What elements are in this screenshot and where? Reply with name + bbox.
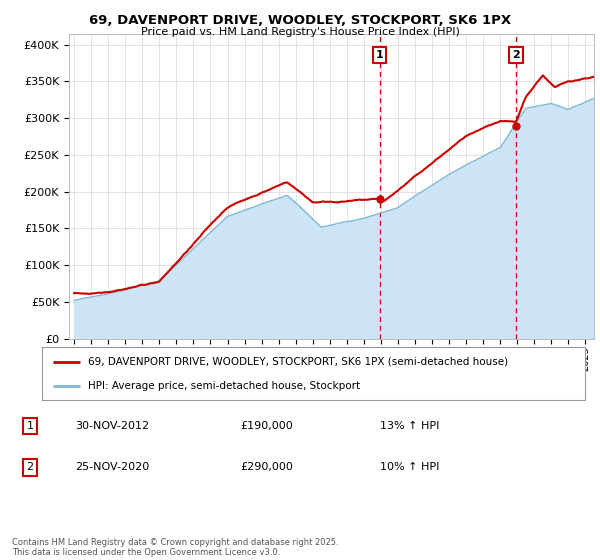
Text: 13% ↑ HPI: 13% ↑ HPI xyxy=(380,421,439,431)
Text: 69, DAVENPORT DRIVE, WOODLEY, STOCKPORT, SK6 1PX: 69, DAVENPORT DRIVE, WOODLEY, STOCKPORT,… xyxy=(89,14,511,27)
Text: Price paid vs. HM Land Registry's House Price Index (HPI): Price paid vs. HM Land Registry's House … xyxy=(140,27,460,37)
Text: 30-NOV-2012: 30-NOV-2012 xyxy=(75,421,149,431)
Text: 2: 2 xyxy=(512,50,520,60)
Text: £190,000: £190,000 xyxy=(240,421,293,431)
Text: £290,000: £290,000 xyxy=(240,463,293,473)
Text: HPI: Average price, semi-detached house, Stockport: HPI: Average price, semi-detached house,… xyxy=(88,381,360,391)
Text: 1: 1 xyxy=(26,421,34,431)
Text: 1: 1 xyxy=(376,50,383,60)
Text: 2: 2 xyxy=(26,463,34,473)
Text: 25-NOV-2020: 25-NOV-2020 xyxy=(75,463,149,473)
Text: 69, DAVENPORT DRIVE, WOODLEY, STOCKPORT, SK6 1PX (semi-detached house): 69, DAVENPORT DRIVE, WOODLEY, STOCKPORT,… xyxy=(88,357,508,367)
Text: 10% ↑ HPI: 10% ↑ HPI xyxy=(380,463,439,473)
Text: Contains HM Land Registry data © Crown copyright and database right 2025.
This d: Contains HM Land Registry data © Crown c… xyxy=(12,538,338,557)
